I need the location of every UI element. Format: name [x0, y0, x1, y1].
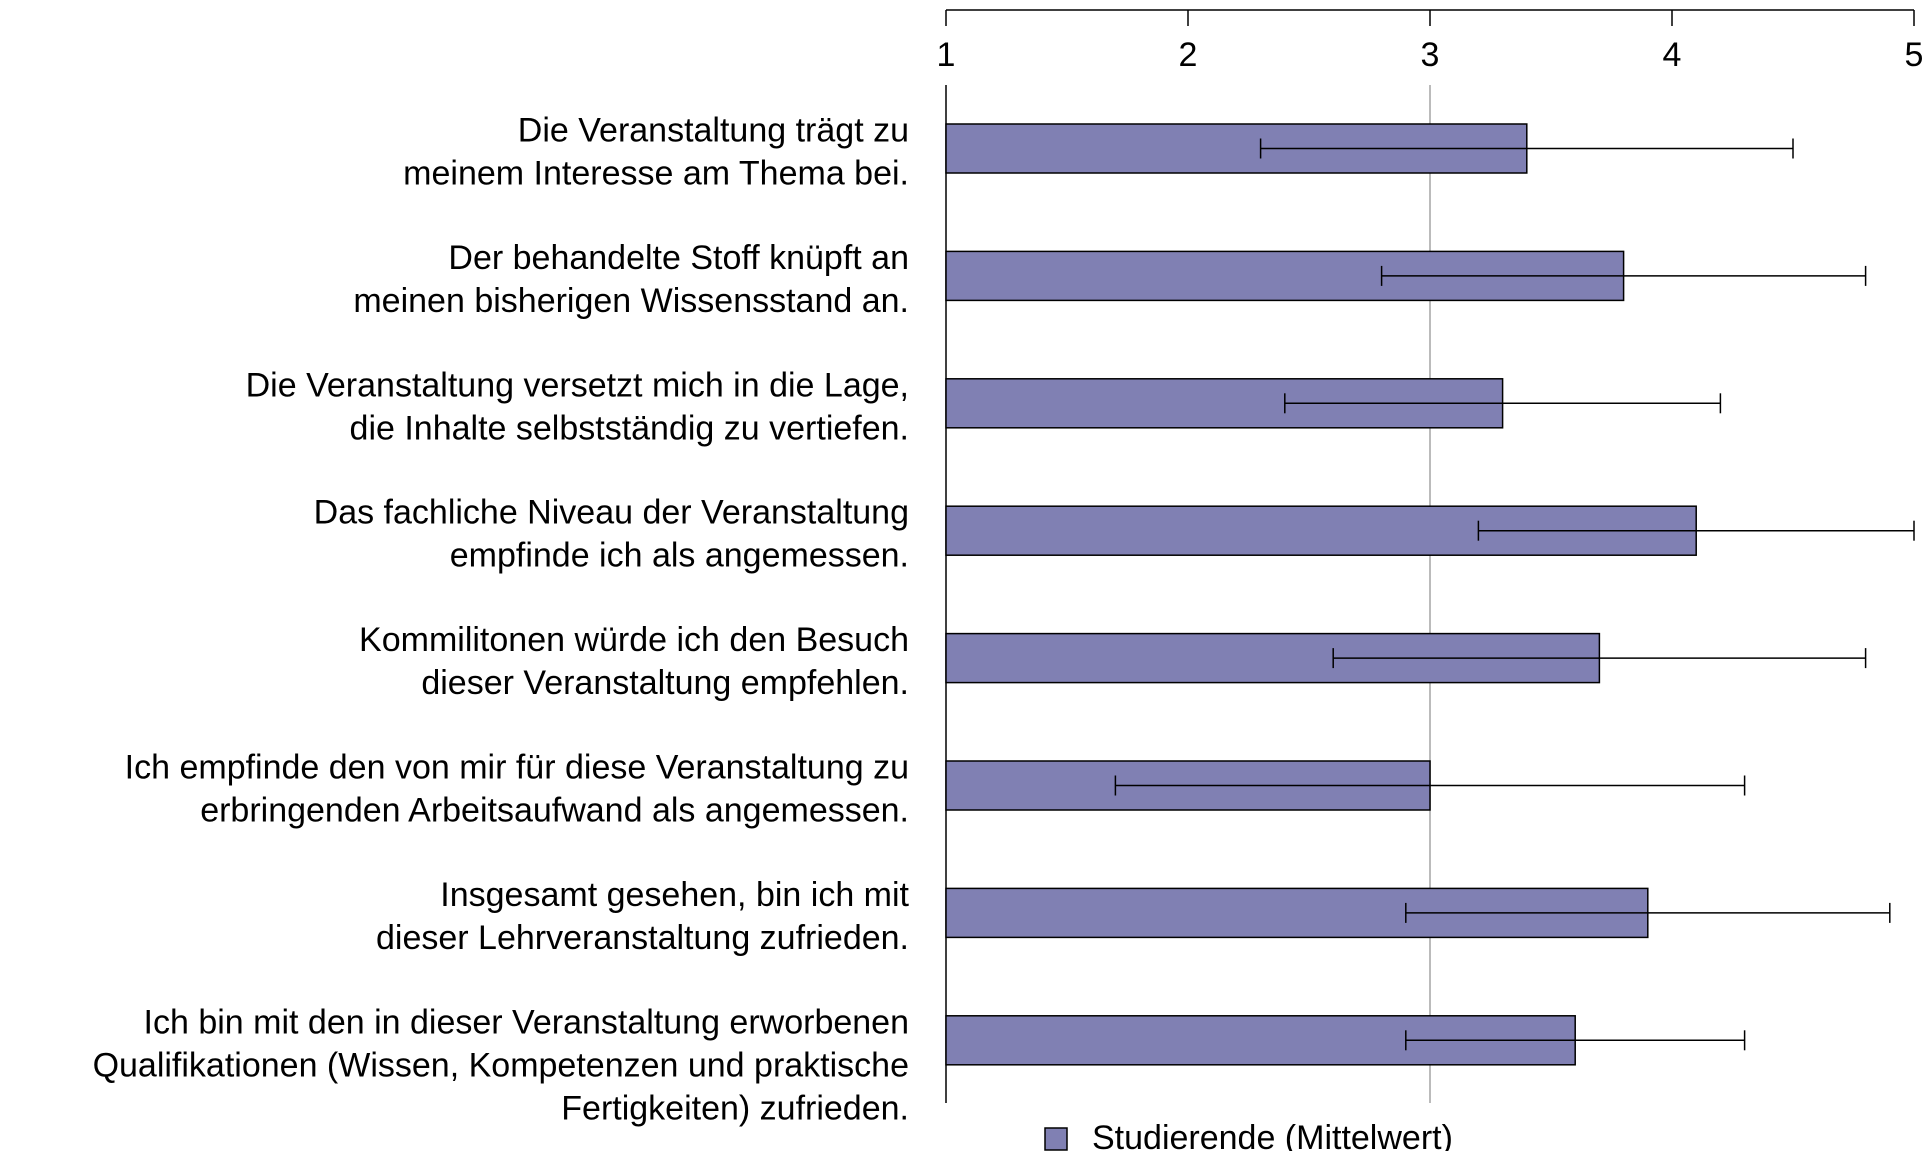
category-label: Qualifikationen (Wissen, Kompetenzen und…: [93, 1046, 909, 1084]
category-label: Insgesamt gesehen, bin ich mit: [440, 876, 909, 914]
category-label: Ich empfinde den von mir für diese Veran…: [125, 748, 909, 786]
category-label: Die Veranstaltung trägt zu: [518, 111, 909, 149]
error-bar: [1332, 648, 1867, 669]
category-label: Die Veranstaltung versetzt mich in die L…: [246, 366, 909, 404]
category-label: Das fachliche Niveau der Veranstaltung: [314, 494, 909, 532]
category-label: Ich bin mit den in dieser Veranstaltung …: [144, 1003, 909, 1041]
category-label: Fertigkeiten) zufrieden.: [561, 1089, 909, 1127]
legend-label: Studierende (Mittelwert): [1092, 1119, 1453, 1151]
x-tick-label: 3: [1421, 36, 1440, 74]
category-label: Kommilitonen würde ich den Besuch: [359, 621, 909, 659]
category-label: meinen bisherigen Wissensstand an.: [353, 282, 909, 320]
error-bar: [1405, 902, 1891, 923]
error-bar: [1284, 393, 1722, 414]
legend-swatch: [1044, 1127, 1068, 1151]
category-label: Der behandelte Stoff knüpft an: [448, 239, 909, 277]
x-tick-label: 5: [1905, 36, 1924, 74]
category-label: dieser Veranstaltung empfehlen.: [421, 664, 909, 702]
error-bar: [1477, 520, 1915, 541]
category-label: meinem Interesse am Thema bei.: [403, 154, 909, 192]
error-bar: [1405, 1030, 1746, 1051]
x-tick-label: 2: [1179, 36, 1198, 74]
x-tick-label: 4: [1663, 36, 1682, 74]
error-bar: [1114, 775, 1746, 796]
category-label: erbringenden Arbeitsaufwand als angemess…: [200, 791, 909, 829]
category-label: empfinde ich als angemessen.: [450, 537, 909, 575]
category-label: die Inhalte selbstständig zu vertiefen.: [350, 409, 909, 447]
x-tick-label: 1: [937, 36, 956, 74]
error-bar: [1380, 265, 1867, 286]
category-label: dieser Lehrveranstaltung zufrieden.: [376, 919, 909, 957]
error-bar: [1259, 138, 1794, 159]
